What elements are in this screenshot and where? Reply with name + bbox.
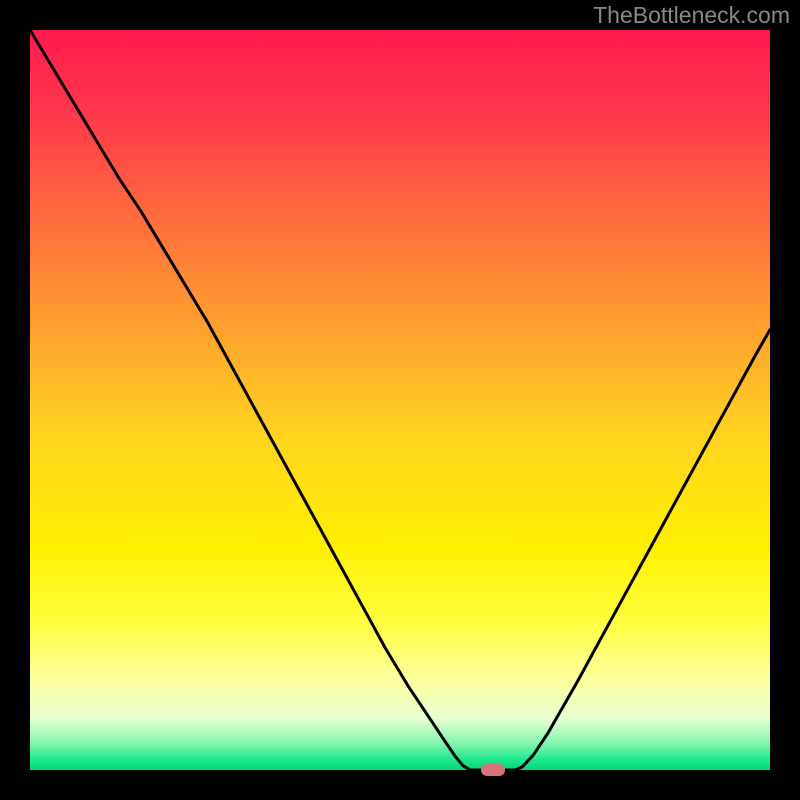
optimal-point-marker: [481, 764, 505, 776]
watermark-text: TheBottleneck.com: [593, 2, 790, 29]
bottleneck-curve: [30, 30, 770, 770]
chart-area: [30, 30, 770, 770]
